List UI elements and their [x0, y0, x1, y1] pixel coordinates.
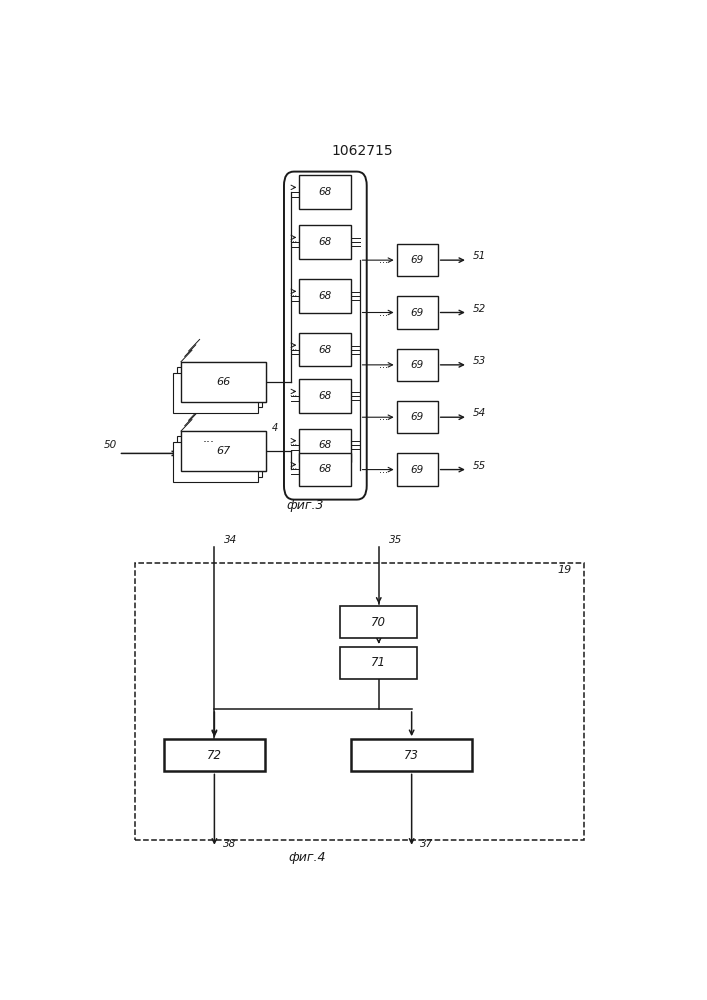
Text: 68: 68	[319, 291, 332, 301]
Text: ...: ...	[380, 465, 388, 475]
Text: 37: 37	[420, 839, 433, 849]
Text: 72: 72	[207, 749, 222, 762]
Bar	[397, 453, 438, 486]
Bar	[181, 362, 266, 402]
Bar	[341, 606, 417, 638]
Bar	[181, 431, 266, 471]
Text: 4: 4	[271, 423, 278, 433]
Text: 73: 73	[404, 749, 419, 762]
Text: 68: 68	[319, 237, 332, 247]
Text: 54: 54	[473, 408, 486, 418]
Text: ⋯: ⋯	[289, 293, 296, 299]
Text: 34: 34	[224, 535, 238, 545]
Text: 38: 38	[223, 839, 236, 849]
Bar	[173, 442, 258, 482]
Text: 50: 50	[104, 440, 117, 450]
Bar	[177, 436, 262, 477]
Bar	[397, 349, 438, 381]
Bar	[397, 401, 438, 433]
Text: 19: 19	[558, 565, 572, 575]
Text: 1062715: 1062715	[332, 144, 393, 158]
Text: ⋯: ⋯	[289, 347, 296, 353]
Bar	[299, 225, 351, 259]
Text: ...: ...	[380, 308, 388, 318]
Text: 71: 71	[371, 656, 386, 669]
Text: 55: 55	[473, 461, 486, 471]
Bar	[181, 431, 266, 471]
Text: 66: 66	[216, 377, 230, 387]
Bar	[341, 647, 417, 679]
Text: 69: 69	[411, 465, 423, 475]
Text: 51: 51	[473, 251, 486, 261]
Text: 35: 35	[389, 535, 402, 545]
Text: ...: ...	[380, 360, 388, 370]
Text: 67: 67	[216, 446, 230, 456]
Text: 52: 52	[473, 304, 486, 314]
Bar	[135, 563, 584, 840]
Text: ⋯: ⋯	[289, 442, 296, 448]
Bar	[397, 296, 438, 329]
Bar	[351, 739, 472, 771]
Bar	[299, 453, 351, 486]
Text: 68: 68	[319, 391, 332, 401]
Bar	[173, 373, 258, 413]
Text: ⋯: ⋯	[289, 466, 296, 472]
Text: 53: 53	[473, 356, 486, 366]
Bar	[299, 333, 351, 366]
Bar	[299, 379, 351, 413]
Text: ⋯: ⋯	[289, 393, 296, 399]
Text: 69: 69	[411, 360, 423, 370]
Text: 68: 68	[319, 440, 332, 450]
Text: ⋯: ⋯	[289, 239, 296, 245]
Bar	[299, 279, 351, 312]
Text: 68: 68	[319, 345, 332, 355]
Text: ...: ...	[380, 412, 388, 422]
Text: 69: 69	[411, 255, 423, 265]
Text: ...: ...	[203, 432, 215, 445]
Text: фиг.3: фиг.3	[286, 498, 324, 512]
Bar	[181, 362, 266, 402]
Text: фиг.4: фиг.4	[288, 851, 327, 864]
Text: 69: 69	[411, 412, 423, 422]
Text: 69: 69	[411, 308, 423, 318]
Bar	[299, 429, 351, 462]
Text: 70: 70	[371, 616, 386, 629]
Bar	[177, 367, 262, 407]
Bar	[164, 739, 265, 771]
Text: 68: 68	[319, 187, 332, 197]
Text: ...: ...	[380, 255, 388, 265]
Bar	[397, 244, 438, 276]
Text: 68: 68	[319, 464, 332, 474]
Bar	[299, 175, 351, 209]
